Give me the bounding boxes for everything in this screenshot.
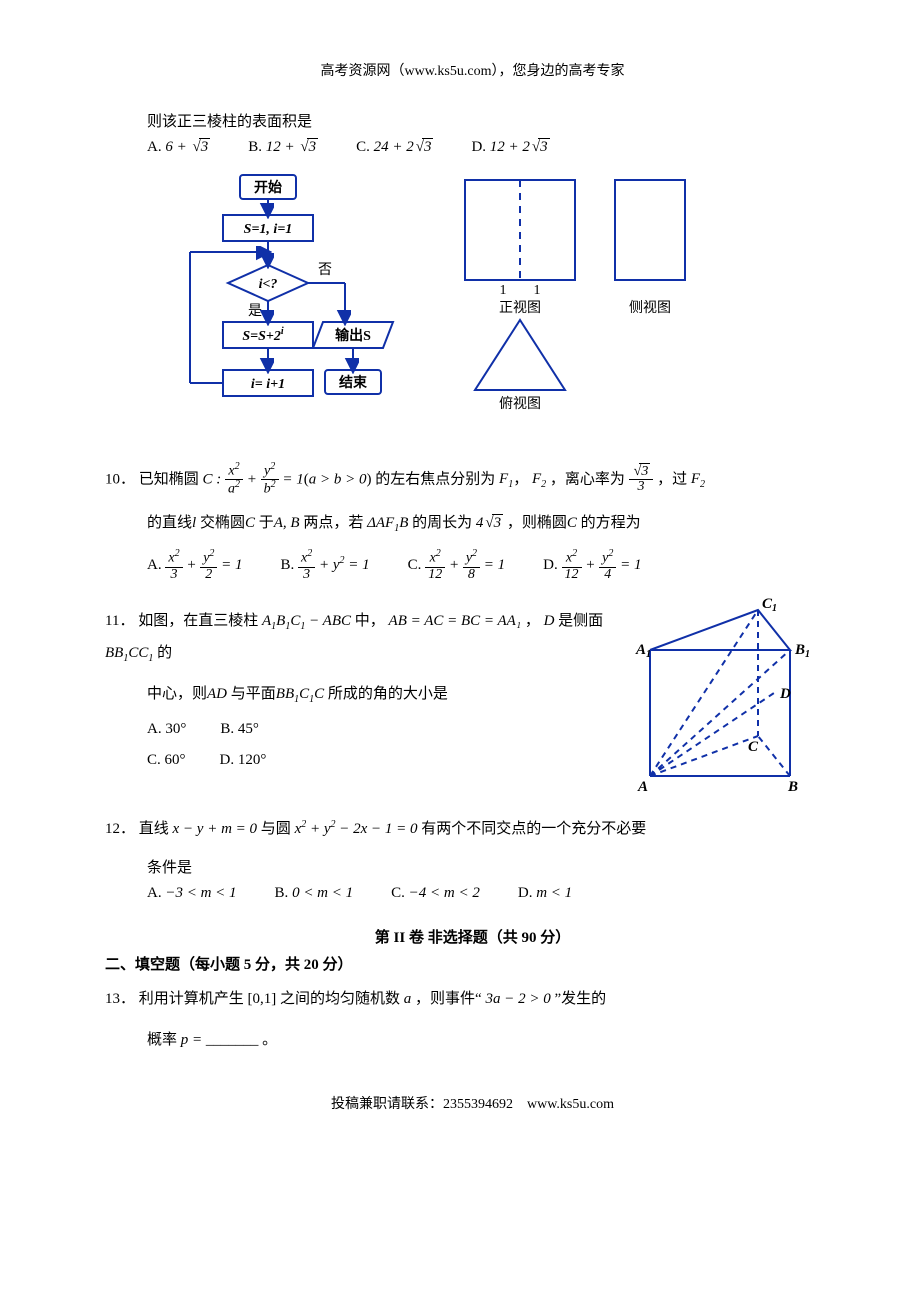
lbl-A1: A1 [635,642,651,660]
fc-init: S=1, i=1 [244,222,293,237]
lbl-A: A [637,779,648,795]
q9-options: A. 6 + 3 B. 12 + 3 C. 24 + 23 D. 12 + 23 [105,139,840,156]
fc-out: 输出S [335,327,371,344]
q9-optD: D. 12 + 23 [471,139,549,156]
footer-url: www.ks5u.com [527,1097,614,1112]
q9-optA: A. 6 + 3 [147,139,210,156]
lbl-C: C [748,739,759,755]
q10-line2: 的直线l 交椭圆C 于A, B 两点，若 ΔAF1B 的周长为 43 ，则椭圆C… [105,508,840,540]
q11-line1: 11． 如图，在直三棱柱 A1B1C1 − ABC 中， AB = AC = B… [105,606,620,669]
q13-line2: 概率 p = _______ 。 [105,1025,840,1057]
fc-no: 否 [318,263,332,278]
q11-optB: B. 45° [220,721,259,738]
q12-options: A. −3 < m < 1 B. 0 < m < 1 C. −4 < m < 2… [105,885,840,902]
fc-s2: i= i+1 [251,377,285,392]
q12-line2: 条件是 [105,856,840,877]
q12-optA: A. −3 < m < 1 [147,885,237,902]
lbl-B1: B1 [794,642,810,660]
q12-optD: D. m < 1 [518,885,572,902]
q9-optC: C. 24 + 23 [356,139,433,156]
q9-optB: B. 12 + 3 [248,139,318,156]
prism-svg: A1 B1 C1 A B C D [630,596,840,796]
lbl-C1: C1 [762,596,777,614]
q9-diagrams: 开始 S=1, i=1 i<? 否 是 S=S+2i i= i+1 输出S 结束… [145,170,840,440]
q9-stem: 则该正三棱柱的表面积是 [105,110,840,131]
fc-start: 开始 [254,179,282,196]
q12-optB: B. 0 < m < 1 [275,885,354,902]
q13-line1: 13． 利用计算机产生 [0,1] 之间的均匀随机数 a ，则事件“ 3a − … [105,984,840,1016]
q10-optB: B. x23 + y2 = 1 [281,549,370,582]
tv-front: 正视图 [499,300,541,316]
three-view-svg: 1 1 正视图 侧视图 俯视图 [445,170,735,410]
q10-num: 10． [105,471,135,487]
header-url: www.ks5u.com [405,64,492,79]
footer-left: 投稿兼职请联系：2355394692 [331,1097,513,1112]
q11-optC: C. 60° [147,752,186,769]
q10-optA: A. x23 + y22 = 1 [147,549,243,582]
tv-top: 俯视图 [499,396,541,410]
tv-n2: 1 [534,283,541,298]
fc-end: 结束 [339,374,368,391]
q10-optC: C. x212 + y28 = 1 [408,549,505,582]
q11-optA: A. 30° [147,721,186,738]
fc-yes: 是 [248,304,262,319]
section2-title: 第 II 卷 非选择题（共 90 分） [105,926,840,947]
q11-options-2: C. 60° D. 120° [105,752,620,769]
q11-line2: 中心，则AD 与平面BB1C1C 所成的角的大小是 [105,679,620,711]
header-left: 高考资源网（ [321,64,405,79]
page-container: 高考资源网（www.ks5u.com），您身边的高考专家 则该正三棱柱的表面积是… [0,0,920,1143]
page-header: 高考资源网（www.ks5u.com），您身边的高考专家 [105,60,840,80]
q11-options-1: A. 30° B. 45° [105,721,620,738]
lbl-D: D [779,686,791,702]
q10-line1: 10． 已知椭圆 C : x2a2 + y2b2 = 1(a > b > 0) … [105,462,840,498]
lbl-B: B [787,779,798,795]
flowchart-svg: 开始 S=1, i=1 i<? 否 是 S=S+2i i= i+1 输出S 结束 [145,170,405,440]
header-right: ），您身边的高考专家 [491,64,624,79]
q10-options: A. x23 + y22 = 1 B. x23 + y2 = 1 C. x212… [105,549,840,582]
tv-side: 侧视图 [629,300,671,316]
q12-optC: C. −4 < m < 2 [391,885,480,902]
q10-optD: D. x212 + y24 = 1 [543,549,641,582]
fc-cond: i<? [259,277,278,292]
page-footer: 投稿兼职请联系：2355394692 www.ks5u.com [105,1093,840,1113]
section2-sub: 二、填空题（每小题 5 分，共 20 分） [105,953,840,974]
q11-optD: D. 120° [220,752,267,769]
q12-line1: 12． 直线 x − y + m = 0 与圆 x2 + y2 − 2x − 1… [105,814,840,846]
tv-n1: 1 [500,283,507,298]
fc-s1: S=S+2i [242,326,284,344]
